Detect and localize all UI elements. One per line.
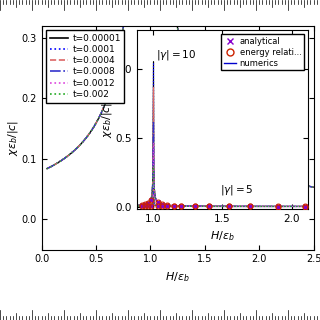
Legend: t=0.00001, t=0.0001, t=0.0004, t=0.0008, t=0.0012, t=0.002: t=0.00001, t=0.0001, t=0.0004, t=0.0008,… [46, 30, 124, 103]
X-axis label: $H/\varepsilon_b$: $H/\varepsilon_b$ [165, 270, 190, 284]
Y-axis label: $\chi\varepsilon_b/|c|$: $\chi\varepsilon_b/|c|$ [6, 119, 20, 156]
